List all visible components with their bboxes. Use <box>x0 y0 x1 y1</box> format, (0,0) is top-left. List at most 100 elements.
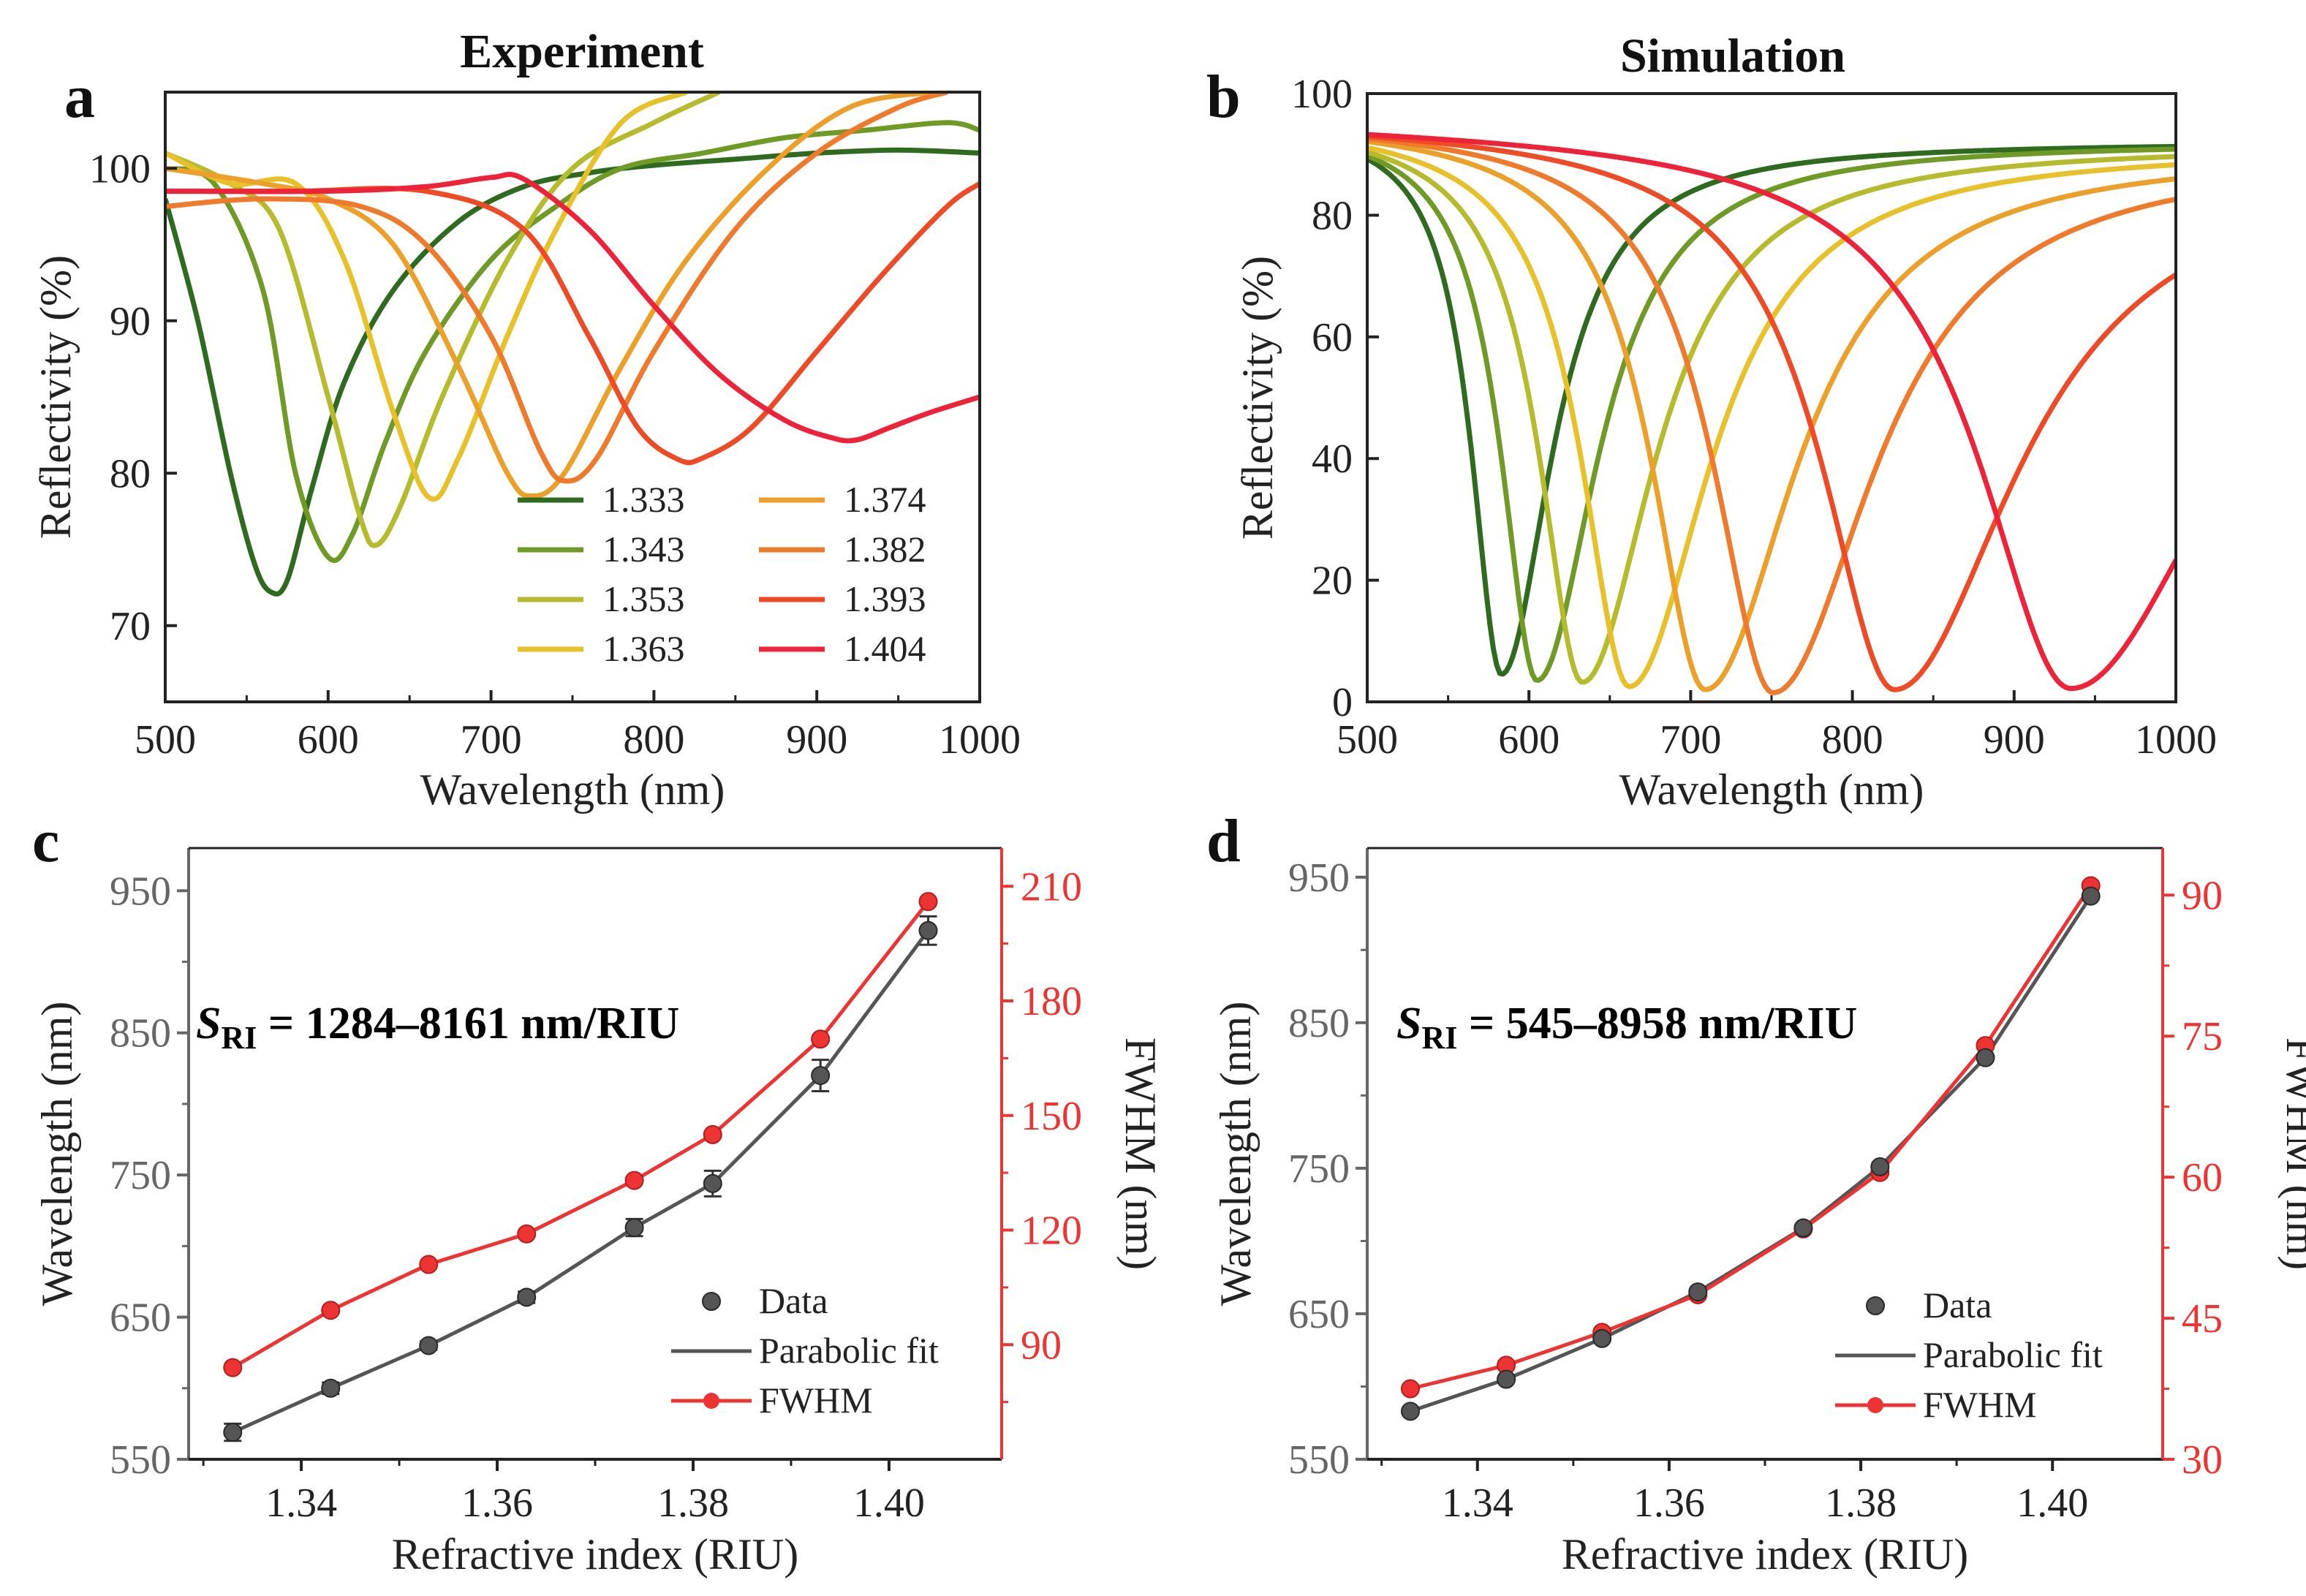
series-line-a-1.404 <box>165 172 980 444</box>
legend-label-fwhm-d: FWHM <box>1923 1384 2037 1425</box>
annot-c-s: S <box>196 999 221 1048</box>
legend-swatch-fwhm-dot-d <box>1867 1397 1883 1413</box>
y-tick-label-d-850: 850 <box>1288 1001 1350 1046</box>
y-tick-label-b-40: 40 <box>1312 436 1353 482</box>
y-tick-label-a-100: 100 <box>89 146 151 192</box>
legend-label-a-1.353: 1.353 <box>602 578 685 619</box>
data-point-c-6 <box>811 1066 831 1086</box>
y-right-tick-label-d-30: 30 <box>2182 1437 2223 1483</box>
legend-label-fwhm-c: FWHM <box>759 1380 873 1421</box>
fwhm-point-c-4 <box>624 1170 644 1190</box>
fwhm-point-c-1 <box>321 1301 341 1320</box>
y-right-tick-label-d-60: 60 <box>2182 1155 2223 1200</box>
series-line-b-1.343 <box>1367 146 2176 683</box>
x-axis-label-c: Refractive index (RIU) <box>392 1530 798 1578</box>
series-line-a-1.333 <box>165 147 980 597</box>
y-tick-label-d-650: 650 <box>1288 1292 1350 1337</box>
series-line-b-1.393 <box>1367 134 2176 692</box>
fwhm-point-c-6 <box>811 1029 831 1049</box>
x-tick-label-b-1000: 1000 <box>2135 717 2217 763</box>
x-axis-label-b: Wavelength (nm) <box>1619 765 1924 814</box>
x-tick-label-d-1.36: 1.36 <box>1633 1480 1705 1526</box>
y-tick-label-d-950: 950 <box>1288 855 1350 901</box>
data-point-c-2 <box>419 1336 439 1355</box>
data-point-c-1 <box>321 1378 341 1398</box>
data-point-d-5 <box>1870 1157 1890 1176</box>
fwhm-point-c-3 <box>517 1224 537 1244</box>
x-axis-label-d: Refractive index (RIU) <box>1562 1530 1968 1578</box>
annot-c-text: = 1284–8161 nm/RIU <box>257 999 679 1048</box>
data-point-c-0 <box>223 1423 243 1442</box>
x-tick-label-a-1000: 1000 <box>939 717 1021 763</box>
y-right-tick-label-d-45: 45 <box>2182 1296 2223 1342</box>
series-line-a-1.343 <box>165 120 980 563</box>
legend-c: Data Parabolic fit FWHM <box>671 1280 939 1421</box>
x-tick-label-a-500: 500 <box>135 717 196 763</box>
fwhm-line-c <box>232 900 930 1369</box>
x-tick-label-a-700: 700 <box>461 717 522 763</box>
legend-label-data-d: Data <box>1923 1285 1992 1325</box>
fwhm-point-c-7 <box>918 892 938 912</box>
legend-a: 1.333 1.343 1.353 1.363 1.374 1.382 1.393 1.404 <box>518 479 926 669</box>
annot-c-sub: RI <box>221 1020 257 1056</box>
series-line-a-1.363 <box>165 92 688 502</box>
y-axis-label-b: Reflectivity (%) <box>1233 256 1282 540</box>
y-right-tick-label-c-180: 180 <box>1021 979 1082 1024</box>
panel-d-label: d <box>1206 807 1241 875</box>
series-line-b-1.404 <box>1367 132 2176 692</box>
data-point-c-3 <box>517 1287 537 1307</box>
y-tick-label-c-950: 950 <box>110 869 171 914</box>
sensitivity-annotation-d: SRI = 545–8958 nm/RIU <box>1396 999 1857 1056</box>
y-right-tick-label-c-120: 120 <box>1021 1209 1082 1254</box>
x-tick-label-b-700: 700 <box>1660 717 1721 763</box>
chart-b: 500 600 700 800 900 1000 0 20 40 60 80 100 Wavelengt… <box>1233 72 2217 814</box>
a-plot-area <box>165 92 980 597</box>
x-axis-label-a: Wavelength (nm) <box>420 765 725 814</box>
data-point-d-7 <box>2081 886 2101 906</box>
parabolic-fit-line-c <box>232 929 930 1434</box>
data-point-c-5 <box>703 1173 722 1193</box>
sensitivity-annotation-c: SRI = 1284–8161 nm/RIU <box>196 999 679 1056</box>
data-point-d-3 <box>1688 1282 1708 1302</box>
y-tick-label-c-550: 550 <box>110 1437 171 1483</box>
x-tick-label-c-1.36: 1.36 <box>461 1480 533 1526</box>
series-line-b-1.333 <box>1367 143 2176 677</box>
x-tick-label-b-900: 900 <box>1984 717 2045 763</box>
panel-a-title: Experiment <box>460 25 704 78</box>
x-tick-label-c-1.40: 1.40 <box>853 1480 925 1526</box>
legend-swatch-data-c <box>702 1292 721 1311</box>
legend-label-data-c: Data <box>759 1280 828 1321</box>
y-right-axis-label-c: FWHM (nm) <box>1116 1037 1165 1270</box>
series-line-a-1.353 <box>165 92 720 548</box>
panel-b-label: b <box>1206 63 1241 131</box>
x-tick-label-a-900: 900 <box>786 717 847 763</box>
fwhm-point-d-0 <box>1400 1379 1420 1399</box>
y-right-tick-label-d-90: 90 <box>2182 873 2223 918</box>
legend-swatch-fwhm-dot-c <box>703 1393 719 1409</box>
series-line-b-1.353 <box>1367 149 2176 685</box>
data-point-c-4 <box>624 1218 644 1238</box>
x-tick-label-d-1.38: 1.38 <box>1825 1480 1897 1526</box>
series-line-b-1.374 <box>1367 139 2176 692</box>
x-tick-label-b-800: 800 <box>1822 717 1883 763</box>
y-tick-label-a-90: 90 <box>110 299 151 344</box>
data-point-d-0 <box>1400 1402 1420 1421</box>
x-tick-label-c-1.38: 1.38 <box>657 1480 729 1526</box>
y-tick-label-b-0: 0 <box>1332 680 1353 725</box>
x-tick-label-d-1.34: 1.34 <box>1442 1480 1513 1526</box>
y-tick-label-b-100: 100 <box>1291 72 1353 117</box>
chart-d: 550 650 750 850 950 30 45 60 75 90 1.34 1.36 1.38 1.4… <box>1211 847 2306 1578</box>
b-plot-area <box>1367 132 2176 695</box>
y-right-tick-label-c-210: 210 <box>1021 864 1082 909</box>
panel-b-title: Simulation <box>1620 29 1845 83</box>
y-tick-label-a-70: 70 <box>110 604 151 649</box>
x-tick-label-b-500: 500 <box>1337 717 1398 763</box>
legend-d: Data Parabolic fit FWHM <box>1835 1285 2103 1425</box>
y-tick-label-c-850: 850 <box>110 1011 171 1056</box>
annot-d-sub: RI <box>1421 1020 1457 1056</box>
x-tick-label-a-600: 600 <box>298 717 359 763</box>
legend-label-a-1.404: 1.404 <box>844 628 926 669</box>
legend-label-a-1.343: 1.343 <box>602 529 685 570</box>
y-axis-label-c: Wavelength (nm) <box>33 1002 81 1306</box>
